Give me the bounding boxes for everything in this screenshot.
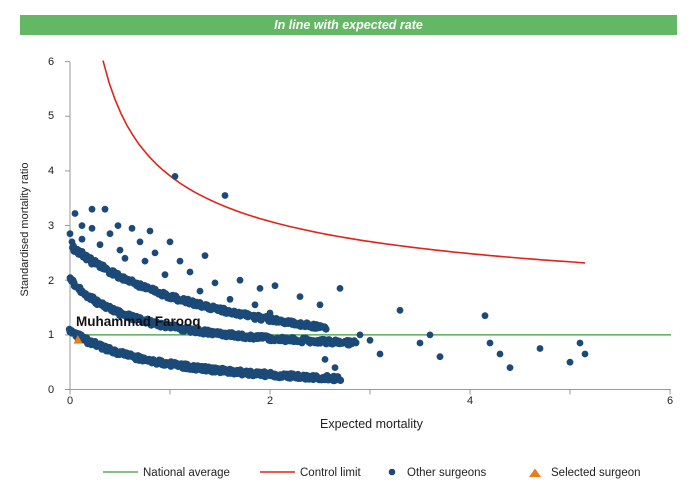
svg-text:Other surgeons: Other surgeons — [407, 467, 487, 479]
svg-text:National average: National average — [143, 467, 230, 479]
svg-text:Control limit: Control limit — [300, 467, 362, 479]
svg-text:Selected surgeon: Selected surgeon — [551, 467, 641, 479]
